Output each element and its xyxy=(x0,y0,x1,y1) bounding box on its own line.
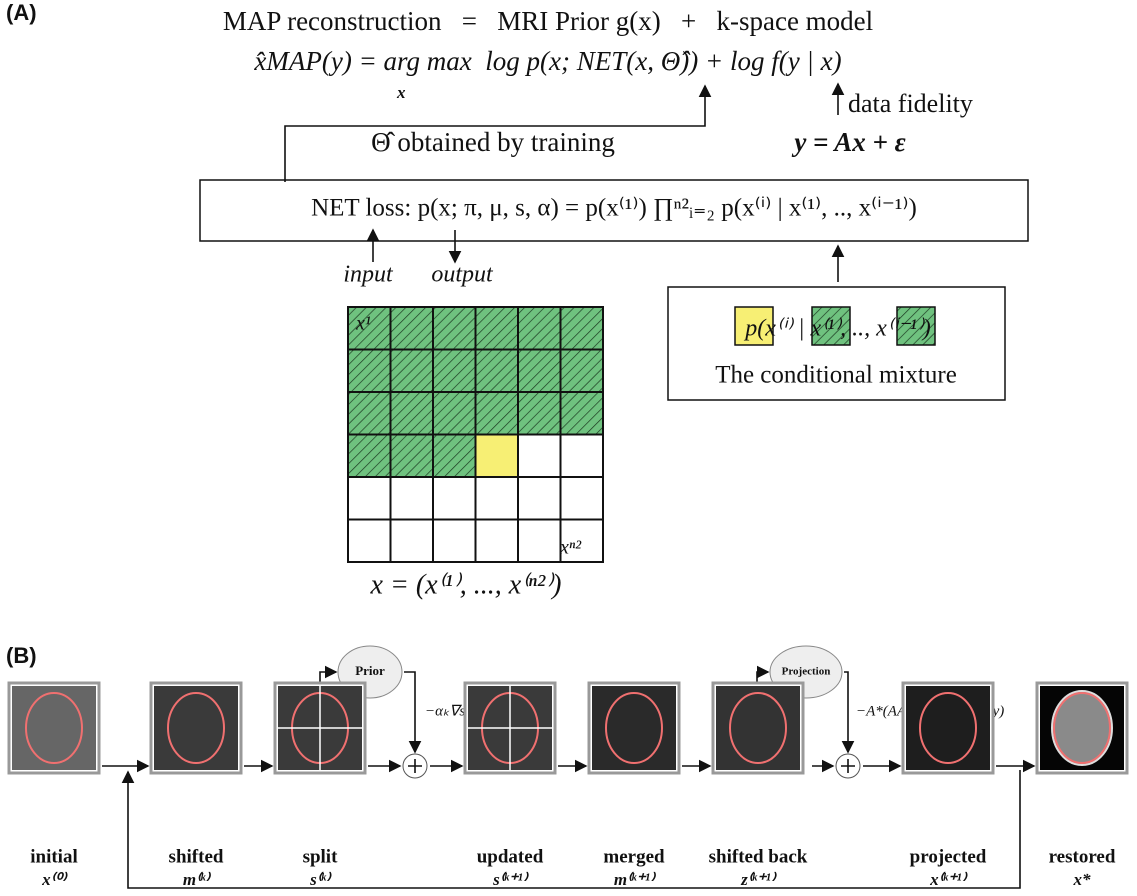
node-symbol: m⁽ᵏ⁾ xyxy=(183,870,211,889)
node-symbol: z⁽ᵏ⁺¹⁾ xyxy=(740,870,777,889)
mri-image xyxy=(12,686,96,770)
input-label: input xyxy=(343,262,394,288)
pixel xyxy=(433,477,476,520)
pixel xyxy=(433,435,476,478)
argmax-sub: x xyxy=(396,83,406,102)
mri-image xyxy=(154,686,238,770)
node-label: initial xyxy=(30,846,78,867)
pixel xyxy=(561,435,604,478)
sum-node xyxy=(836,754,860,778)
trained-note: Θ̂ obtained by training xyxy=(371,127,615,157)
pixel xyxy=(348,350,391,393)
pixel xyxy=(518,520,561,563)
pixel xyxy=(348,392,391,435)
figure: (A) MAP reconstruction = MRI Prior g(x) … xyxy=(0,0,1137,896)
headline: MAP reconstruction = MRI Prior g(x) + k-… xyxy=(223,6,873,36)
pipeline: initial x⁽⁰⁾ shifted m⁽ᵏ⁾ split s⁽ᵏ⁾ updated s⁽… xyxy=(9,683,1127,889)
pixel xyxy=(348,520,391,563)
pixel xyxy=(561,477,604,520)
pixel xyxy=(476,520,519,563)
panel-label: (A) xyxy=(6,0,37,25)
pixel xyxy=(433,520,476,563)
node-symbol: x* xyxy=(1073,870,1092,889)
pixel xyxy=(518,350,561,393)
conditional: p(x⁽ⁱ⁾ | x⁽¹⁾, .., x⁽ⁱ⁻¹⁾) xyxy=(743,316,931,342)
data-fidelity: data fidelity xyxy=(848,89,973,118)
pixel-grid xyxy=(348,307,603,562)
mri-image xyxy=(906,686,990,770)
node-label: shifted xyxy=(169,846,224,867)
mri-image xyxy=(592,686,676,770)
pixel xyxy=(391,350,434,393)
output-label: output xyxy=(431,262,494,288)
pixel xyxy=(433,392,476,435)
pixel xyxy=(391,520,434,563)
pixel xyxy=(518,477,561,520)
pixel xyxy=(561,307,604,350)
pixel xyxy=(476,477,519,520)
sum-node xyxy=(403,754,427,778)
arrow xyxy=(404,672,415,752)
pixel xyxy=(518,392,561,435)
measurement: y = Ax + ε xyxy=(791,127,905,157)
pixel xyxy=(476,435,519,478)
pixel xyxy=(391,392,434,435)
pixel xyxy=(561,392,604,435)
pixel xyxy=(518,307,561,350)
pixel xyxy=(433,307,476,350)
panel-label: (B) xyxy=(6,643,37,668)
pixel xyxy=(348,435,391,478)
first-pixel: x¹ xyxy=(355,313,371,335)
projection-label: Projection xyxy=(782,666,831,678)
node-symbol: x⁽⁰⁾ xyxy=(41,870,67,889)
feedback-arrow xyxy=(128,770,1020,888)
mri-image xyxy=(716,686,800,770)
conditional-caption: The conditional mixture xyxy=(715,362,957,389)
node-label: restored xyxy=(1049,846,1116,867)
node-symbol: s⁽ᵏ⁺¹⁾ xyxy=(492,870,529,889)
node-label: shifted back xyxy=(709,846,808,867)
last-pixel: xⁿ² xyxy=(559,537,582,559)
pixel xyxy=(476,350,519,393)
arrow xyxy=(844,672,848,752)
pixel xyxy=(518,435,561,478)
pixel xyxy=(561,350,604,393)
brain xyxy=(1052,691,1112,765)
node-symbol: x⁽ᵏ⁺¹⁾ xyxy=(929,870,967,889)
pixel xyxy=(433,350,476,393)
prior-label: Prior xyxy=(355,663,385,678)
pixel xyxy=(391,435,434,478)
node-label: projected xyxy=(910,846,987,867)
image-vector: x = (x⁽¹⁾, ..., x⁽ⁿ²⁾) xyxy=(370,569,562,600)
pixel xyxy=(476,392,519,435)
loss: NET loss: p(x; π, μ, s, α) = p(x⁽¹⁾) ∏ⁿ²… xyxy=(311,195,917,222)
pixel xyxy=(476,307,519,350)
pixel xyxy=(391,307,434,350)
node-label: split xyxy=(303,846,339,867)
pixel xyxy=(391,477,434,520)
equation: x̂MAP(y) = arg max log p(x; NET(x, Θ̂)) … xyxy=(253,46,841,76)
node-symbol: m⁽ᵏ⁺¹⁾ xyxy=(614,870,656,889)
node-symbol: s⁽ᵏ⁾ xyxy=(309,870,332,889)
node-label: updated xyxy=(477,846,544,867)
pixel xyxy=(348,477,391,520)
node-label: merged xyxy=(603,846,665,867)
